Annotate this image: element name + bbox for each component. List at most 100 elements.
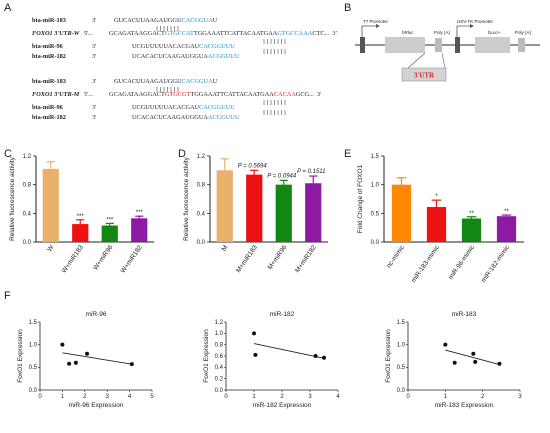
- sequence-direction: 5'...: [84, 30, 93, 37]
- bar-chart-c: 0.0 0.4 0.8 1.2 Relative fluorescence activi…: [9, 154, 154, 275]
- promoter-block-2: [455, 37, 460, 53]
- y-axis-label: FoxO1 Expression: [17, 329, 24, 383]
- x-axis-label: miR-182 Expression: [253, 402, 312, 409]
- polya-block-2: [518, 38, 525, 52]
- data-point: [60, 342, 65, 347]
- bar-chart-d: 0.0 0.4 0.8 1.2 Relative fluorescence activi…: [183, 154, 328, 274]
- y-tick-label: 1.0: [29, 342, 38, 348]
- x-axis-label: miR-96 Expression: [69, 402, 124, 409]
- bar: [101, 225, 118, 242]
- x-tick-label: miR-183-mimic: [410, 244, 441, 284]
- sequence-name: bta-miR-96: [32, 43, 63, 50]
- y-tick-label: 0.6: [215, 354, 224, 360]
- scatter-plot-mir96: miR-96 0.0 0.5 1.0 1.5 0 1 2 3 4 5 miR-96 Expressio…: [17, 311, 154, 409]
- regression-line: [445, 349, 500, 366]
- x-tick-label: 4: [336, 394, 340, 400]
- sequence-text: GUCACUUAAGAUGGUCACGGUAU: [114, 17, 218, 24]
- scatter-plot-mir182: miR-182 0.0 0.2 0.4 0.6 0.8 1.0 1.2 0 1 2 3 4 miR-182…: [203, 311, 340, 409]
- y-tick-label: 0.8: [197, 183, 206, 189]
- x-axis-label: miR-183 Expression: [435, 402, 494, 409]
- bar: [42, 168, 59, 242]
- hsv-promoter-label: HSV-TK Promoter: [457, 19, 494, 24]
- sequence-direction: 3': [92, 43, 96, 50]
- polya-block-1: [435, 38, 442, 52]
- x-tick-label: M+miR182: [294, 244, 318, 274]
- bar: [305, 183, 322, 242]
- data-point: [497, 361, 502, 366]
- sequence-direction: 3': [92, 114, 96, 121]
- sequence-direction: 5'...: [84, 91, 93, 98]
- hrluc-block: [385, 37, 425, 53]
- significance-stars: *: [435, 194, 438, 200]
- sequence-alignment-panel: bta-miR-183 3' GUCACUUAAGAUGGUCACGGUAU FOXO…: [32, 17, 337, 121]
- polya-label-2: Poly (A): [515, 30, 532, 35]
- sequence-name: bta-miR-182: [32, 114, 66, 121]
- y-tick-label: 0.5: [397, 365, 406, 371]
- y-tick-label: 1.0: [397, 342, 406, 348]
- y-tick-label: 0.0: [29, 388, 38, 394]
- utr-label: 3'UTR: [414, 72, 435, 80]
- data-point: [67, 361, 72, 366]
- p-value-label: P = 0.0944: [267, 173, 297, 179]
- panel-label-f: F: [4, 290, 11, 302]
- y-tick-label: 1.0: [215, 331, 224, 337]
- y-tick-label: 1.2: [215, 320, 224, 326]
- y-tick-label: 1.2: [23, 154, 32, 160]
- y-tick-label: 0.8: [215, 342, 224, 348]
- y-tick-label: 0.0: [23, 240, 32, 246]
- bar: [496, 216, 517, 242]
- sequence-text: GCAGATAAGGACTGTGCCATTGGAAATTCATTACAATGAA…: [109, 30, 337, 37]
- scatter-title: miR-183: [452, 311, 477, 318]
- data-point: [73, 360, 78, 365]
- sequence-direction: 3': [92, 53, 96, 60]
- y-axis-label: Fold Change of FOXO1: [357, 164, 364, 233]
- sequence-name: bta-miR-96: [32, 104, 63, 111]
- x-tick-label: miR-96-mimic: [447, 244, 476, 281]
- scatter-plot-mir183: miR-183 0.0 0.5 1.0 1.5 0 1 2 3 miR-183 Expressio…: [385, 311, 522, 409]
- sequence-text: GCAGATAAGGACTGTGCGTTGGAAATTCATTACAATGAAC…: [109, 91, 321, 98]
- p-value-label: P = 0.5694: [238, 163, 268, 169]
- x-tick-label: W+miR183: [61, 244, 85, 275]
- y-tick-label: 0.0: [371, 240, 380, 246]
- p-value-label: P = 0.1511: [297, 169, 326, 175]
- data-point: [443, 342, 448, 347]
- hrluc-label: hRluc: [402, 30, 414, 35]
- x-tick-label: 2: [280, 394, 284, 400]
- hluc-block: [475, 37, 510, 53]
- t7-promoter-label: T7 Promoter: [363, 19, 389, 24]
- panel-label-e: E: [344, 148, 352, 160]
- sequence-direction: 3': [92, 78, 96, 85]
- x-tick-label: nc-mimic: [385, 244, 406, 270]
- significance-stars: ***: [77, 214, 85, 220]
- y-tick-label: 1.2: [197, 154, 206, 160]
- y-tick-label: 0.4: [23, 211, 32, 217]
- y-tick-label: 0.5: [371, 211, 380, 217]
- sequence-text: UCACACUCAAGAUGGUAACGGUUU: [132, 114, 240, 121]
- sequence-name: bta-miR-183: [32, 78, 66, 85]
- sequence-name: bta-miR-182: [32, 53, 66, 60]
- data-point: [473, 359, 478, 364]
- data-point: [322, 355, 326, 360]
- sequence-text: GUCACUUAAGAUGGUCACGGUAU: [114, 78, 218, 85]
- sequence-text: UCACACUCAAGAUGGUAACGGUUU: [132, 53, 240, 60]
- bar: [391, 184, 412, 242]
- x-tick-label: 3: [518, 394, 522, 400]
- x-tick-label: 1: [444, 394, 448, 400]
- sequence-name: FOXO1 3'UTR-W: [32, 30, 80, 37]
- y-tick-label: 1.5: [397, 320, 406, 326]
- y-tick-label: 0.5: [29, 365, 38, 371]
- regression-line: [253, 343, 325, 359]
- bar: [216, 170, 233, 242]
- significance-stars: ***: [136, 210, 144, 216]
- data-point: [313, 354, 318, 358]
- scatter-title: miR-96: [86, 311, 107, 318]
- y-axis-label: FoxO1 Expression: [203, 329, 210, 383]
- y-tick-label: 0.0: [197, 240, 206, 246]
- y-axis-label: FoxO1 Expression: [385, 329, 392, 383]
- bar: [246, 174, 263, 242]
- bar: [275, 184, 292, 242]
- hluc-label: hLuc+: [488, 30, 501, 35]
- panel-label-d: D: [178, 148, 186, 160]
- data-point: [452, 360, 457, 365]
- data-point: [471, 351, 476, 356]
